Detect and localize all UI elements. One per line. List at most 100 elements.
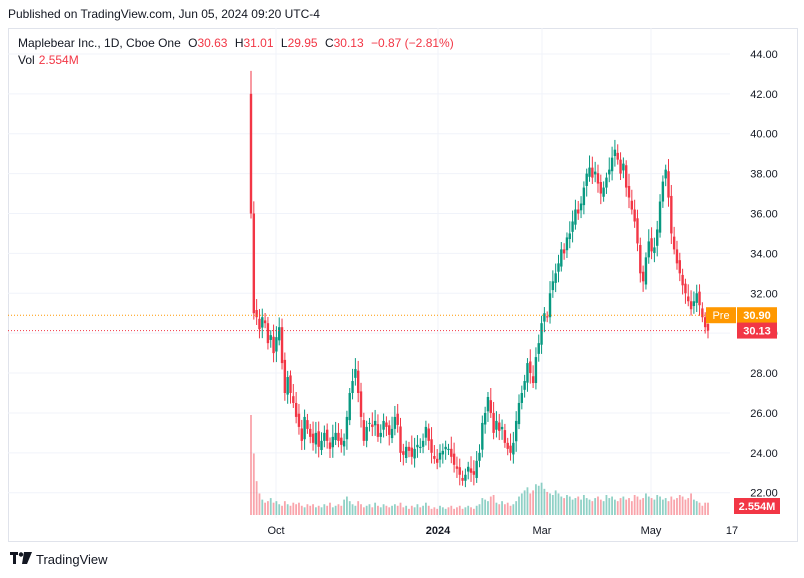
volume-bar [320, 507, 323, 515]
candle-body [455, 466, 459, 469]
candle-body [438, 452, 442, 460]
volume-bar [535, 484, 537, 515]
candle-body [317, 431, 320, 447]
volume-bar [255, 481, 258, 515]
candle-body [602, 187, 605, 197]
volume-bar [379, 507, 382, 515]
volume-bar [399, 502, 402, 515]
volume-bar [594, 498, 597, 515]
candle-body [340, 437, 343, 445]
candle-body [351, 381, 354, 393]
candle-body [286, 377, 289, 395]
candle-body [309, 428, 312, 437]
volume-bar [557, 493, 560, 515]
candle-body [506, 442, 509, 449]
candle-body [529, 361, 532, 374]
volume-bar [441, 507, 444, 515]
volume-bar [331, 507, 334, 515]
candle-body [365, 426, 368, 441]
high-label: H [234, 36, 244, 50]
volume-bar [707, 502, 709, 515]
candle-body [678, 260, 681, 274]
x-tick-label: 2024 [426, 525, 451, 537]
chart-frame [8, 28, 798, 542]
volume-bar [252, 453, 255, 515]
volume-bar [433, 507, 436, 515]
candle-body [650, 238, 653, 252]
volume-bar [630, 501, 633, 515]
volume-bar [458, 505, 461, 515]
candle-body [261, 317, 264, 328]
candle-body [269, 335, 272, 340]
volume-bar [447, 507, 450, 515]
candlestick-chart[interactable]: 22.0024.0026.0028.0030.0032.0034.0036.00… [8, 28, 798, 542]
volume-bar [554, 490, 557, 515]
candle-body [577, 209, 580, 214]
candle-body [684, 283, 687, 294]
candle-body [475, 460, 478, 478]
candle-body [656, 229, 659, 246]
volume-bar [498, 504, 501, 515]
volume-bar [410, 505, 413, 515]
candle-body [526, 363, 529, 383]
candle-body [289, 375, 292, 393]
candle-body [255, 310, 258, 318]
candle-body [283, 359, 287, 393]
y-tick-label: 42.00 [750, 89, 778, 101]
candle-body [639, 245, 642, 274]
high-value: 31.01 [243, 36, 274, 50]
volume-bar [402, 507, 405, 515]
volume-bar [478, 504, 481, 515]
candle-body [500, 426, 504, 430]
volume-bar [317, 505, 320, 515]
candle-body [424, 426, 428, 438]
candle-body [492, 412, 495, 433]
tradingview-logo-icon[interactable] [10, 551, 32, 567]
volume-bar [520, 493, 523, 515]
candle-body [342, 440, 346, 447]
candle-body [593, 171, 597, 175]
candle-body [331, 436, 335, 448]
candle-body [334, 432, 337, 441]
volume-bar [687, 498, 690, 515]
volume-bar [292, 502, 295, 515]
volume-bar [650, 498, 653, 515]
candle-body [568, 233, 571, 240]
tradingview-brand[interactable]: TradingView [36, 551, 108, 567]
volume-bar [492, 495, 495, 515]
volume-bar [616, 501, 619, 515]
volume-bar [599, 499, 602, 515]
candle-body [647, 241, 650, 258]
candle-body [540, 323, 543, 345]
candle-body [444, 446, 447, 450]
candle-body [328, 442, 332, 449]
candle-body [464, 474, 467, 481]
candle-body [278, 327, 281, 341]
volume-bar [704, 502, 707, 515]
candle-body [641, 271, 645, 282]
volume-bar [546, 491, 549, 515]
volume-bar [258, 493, 261, 515]
last-price-badge [737, 322, 777, 339]
candle-body [627, 185, 631, 198]
y-tick-label: 32.00 [750, 288, 778, 300]
y-tick-label: 28.00 [750, 368, 778, 380]
volume-bar [639, 499, 642, 515]
volume-bar [348, 501, 351, 515]
candle-body [404, 446, 408, 459]
candle-body [622, 163, 625, 171]
volume-bar [461, 508, 464, 515]
volume-bar [571, 499, 574, 515]
candle-body [630, 200, 634, 210]
volume-bar [346, 496, 348, 515]
low-label: L [280, 36, 288, 50]
volume-bar [664, 498, 667, 515]
volume-bar [334, 505, 337, 515]
volume-bar [667, 501, 670, 515]
candle-body [441, 450, 445, 455]
symbol-name[interactable]: Maplebear Inc., 1D, Cboe One [18, 36, 181, 50]
volume-line: Vol 2.554M [18, 52, 454, 69]
volume-bar [470, 507, 472, 515]
pre-price-value: 30.90 [743, 310, 771, 322]
volume-bar [300, 505, 303, 515]
